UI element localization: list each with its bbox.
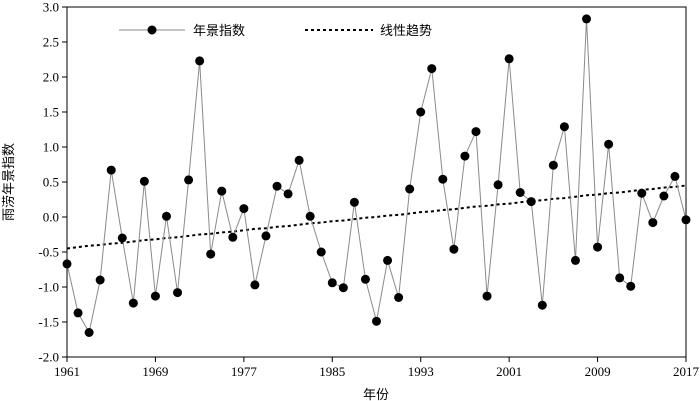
data-point	[637, 188, 647, 198]
data-point	[283, 189, 293, 199]
data-point	[360, 274, 370, 284]
data-point	[383, 255, 393, 265]
data-point	[372, 316, 381, 326]
data-point	[438, 174, 448, 184]
data-point	[559, 122, 569, 132]
data-point	[327, 278, 337, 288]
data-point	[526, 197, 536, 207]
data-point	[604, 139, 614, 149]
data-point	[416, 107, 426, 117]
data-point	[338, 283, 348, 293]
data-point	[84, 328, 94, 337]
trend-line	[66, 184, 687, 250]
data-point	[460, 151, 470, 161]
y-tick-label: 3.0	[43, 0, 59, 15]
data-point	[272, 181, 282, 191]
plot-frame	[66, 6, 687, 358]
data-point	[117, 233, 127, 243]
axis-layer: -2.0 -1.5 -1.0 -0.5 0.0 0.5 1.0 1.5 2.0 2.5 3.0 196…	[38, 0, 699, 379]
data-point	[195, 56, 205, 66]
legend-marker-index	[147, 25, 157, 35]
data-point	[648, 218, 658, 228]
x-tick-label: 1977	[231, 364, 258, 379]
y-tick-label: 1.5	[43, 105, 59, 120]
data-point	[504, 54, 514, 64]
data-point	[161, 211, 171, 221]
x-axis-title: 年份	[363, 388, 389, 401]
data-point	[62, 259, 72, 269]
data-point	[128, 298, 138, 308]
data-point	[139, 176, 149, 186]
data-point	[515, 188, 525, 197]
data-point	[228, 232, 238, 242]
y-tick-label: 0.5	[43, 175, 59, 190]
data-point	[582, 14, 592, 24]
data-point	[427, 64, 437, 74]
data-point	[95, 275, 105, 285]
data-point	[217, 186, 227, 196]
data-point	[150, 291, 160, 301]
data-point	[294, 155, 304, 165]
x-tick-label: 1969	[142, 364, 168, 379]
y-tick-label: 2.5	[43, 35, 59, 50]
data-point	[106, 165, 116, 175]
data-point	[173, 288, 183, 298]
data-point	[305, 211, 315, 221]
x-tick-label: 2017	[673, 364, 700, 379]
data-point	[482, 291, 492, 301]
x-tick-label: 1993	[408, 364, 434, 379]
data-point	[394, 293, 404, 302]
data-point	[570, 255, 580, 265]
data-point	[349, 197, 359, 207]
data-point	[206, 249, 216, 259]
data-point	[239, 204, 249, 214]
legend: 年景指数 线性趋势	[119, 23, 432, 39]
data-point	[250, 280, 260, 290]
x-tick-label: 2001	[496, 364, 522, 379]
x-tick-label: 2009	[585, 364, 611, 379]
data-point	[405, 184, 415, 194]
legend-label-trend: 线性趋势	[380, 23, 432, 39]
x-tick-label: 1985	[319, 364, 345, 379]
data-point	[548, 160, 558, 170]
data-point	[316, 247, 326, 257]
y-tick-label: -1.5	[38, 315, 59, 330]
y-tick-label: 0.0	[43, 210, 59, 225]
y-tick-label: -0.5	[38, 245, 59, 260]
x-tick-label: 1961	[54, 364, 80, 379]
index-line	[66, 18, 687, 334]
legend-label-index: 年景指数	[193, 24, 245, 39]
data-point	[670, 171, 680, 181]
data-point	[615, 273, 625, 283]
y-tick-label: -2.0	[38, 350, 59, 365]
data-point	[73, 308, 83, 318]
y-tick-label: -1.0	[38, 280, 59, 295]
data-point	[593, 242, 603, 252]
data-point	[471, 127, 481, 137]
data-point	[626, 281, 636, 291]
data-point	[537, 300, 547, 310]
data-point	[261, 231, 271, 241]
y-tick-label: 2.0	[43, 70, 59, 85]
data-point	[449, 244, 459, 254]
series-layer	[62, 14, 691, 337]
data-point	[184, 175, 194, 185]
y-axis-title: 雨涝年景指数	[1, 143, 17, 221]
data-point	[493, 180, 503, 190]
data-point	[659, 191, 669, 201]
data-point	[681, 215, 691, 225]
y-tick-label: 1.0	[43, 140, 59, 155]
